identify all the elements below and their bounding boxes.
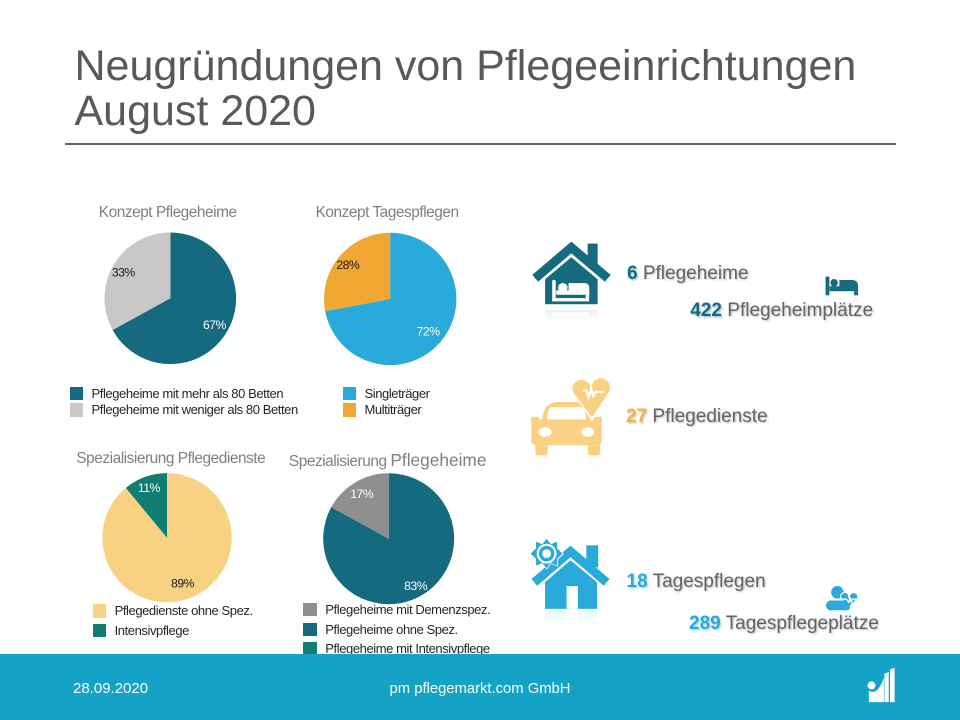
svg-text:28%: 28% <box>336 258 360 272</box>
svg-text:83%: 83% <box>404 579 428 593</box>
svg-text:67%: 67% <box>203 318 227 332</box>
svg-text:33%: 33% <box>112 266 136 280</box>
svg-text:17%: 17% <box>350 487 374 501</box>
svg-text:72%: 72% <box>417 325 441 339</box>
svg-text:89%: 89% <box>171 576 195 590</box>
svg-text:11%: 11% <box>138 481 161 495</box>
